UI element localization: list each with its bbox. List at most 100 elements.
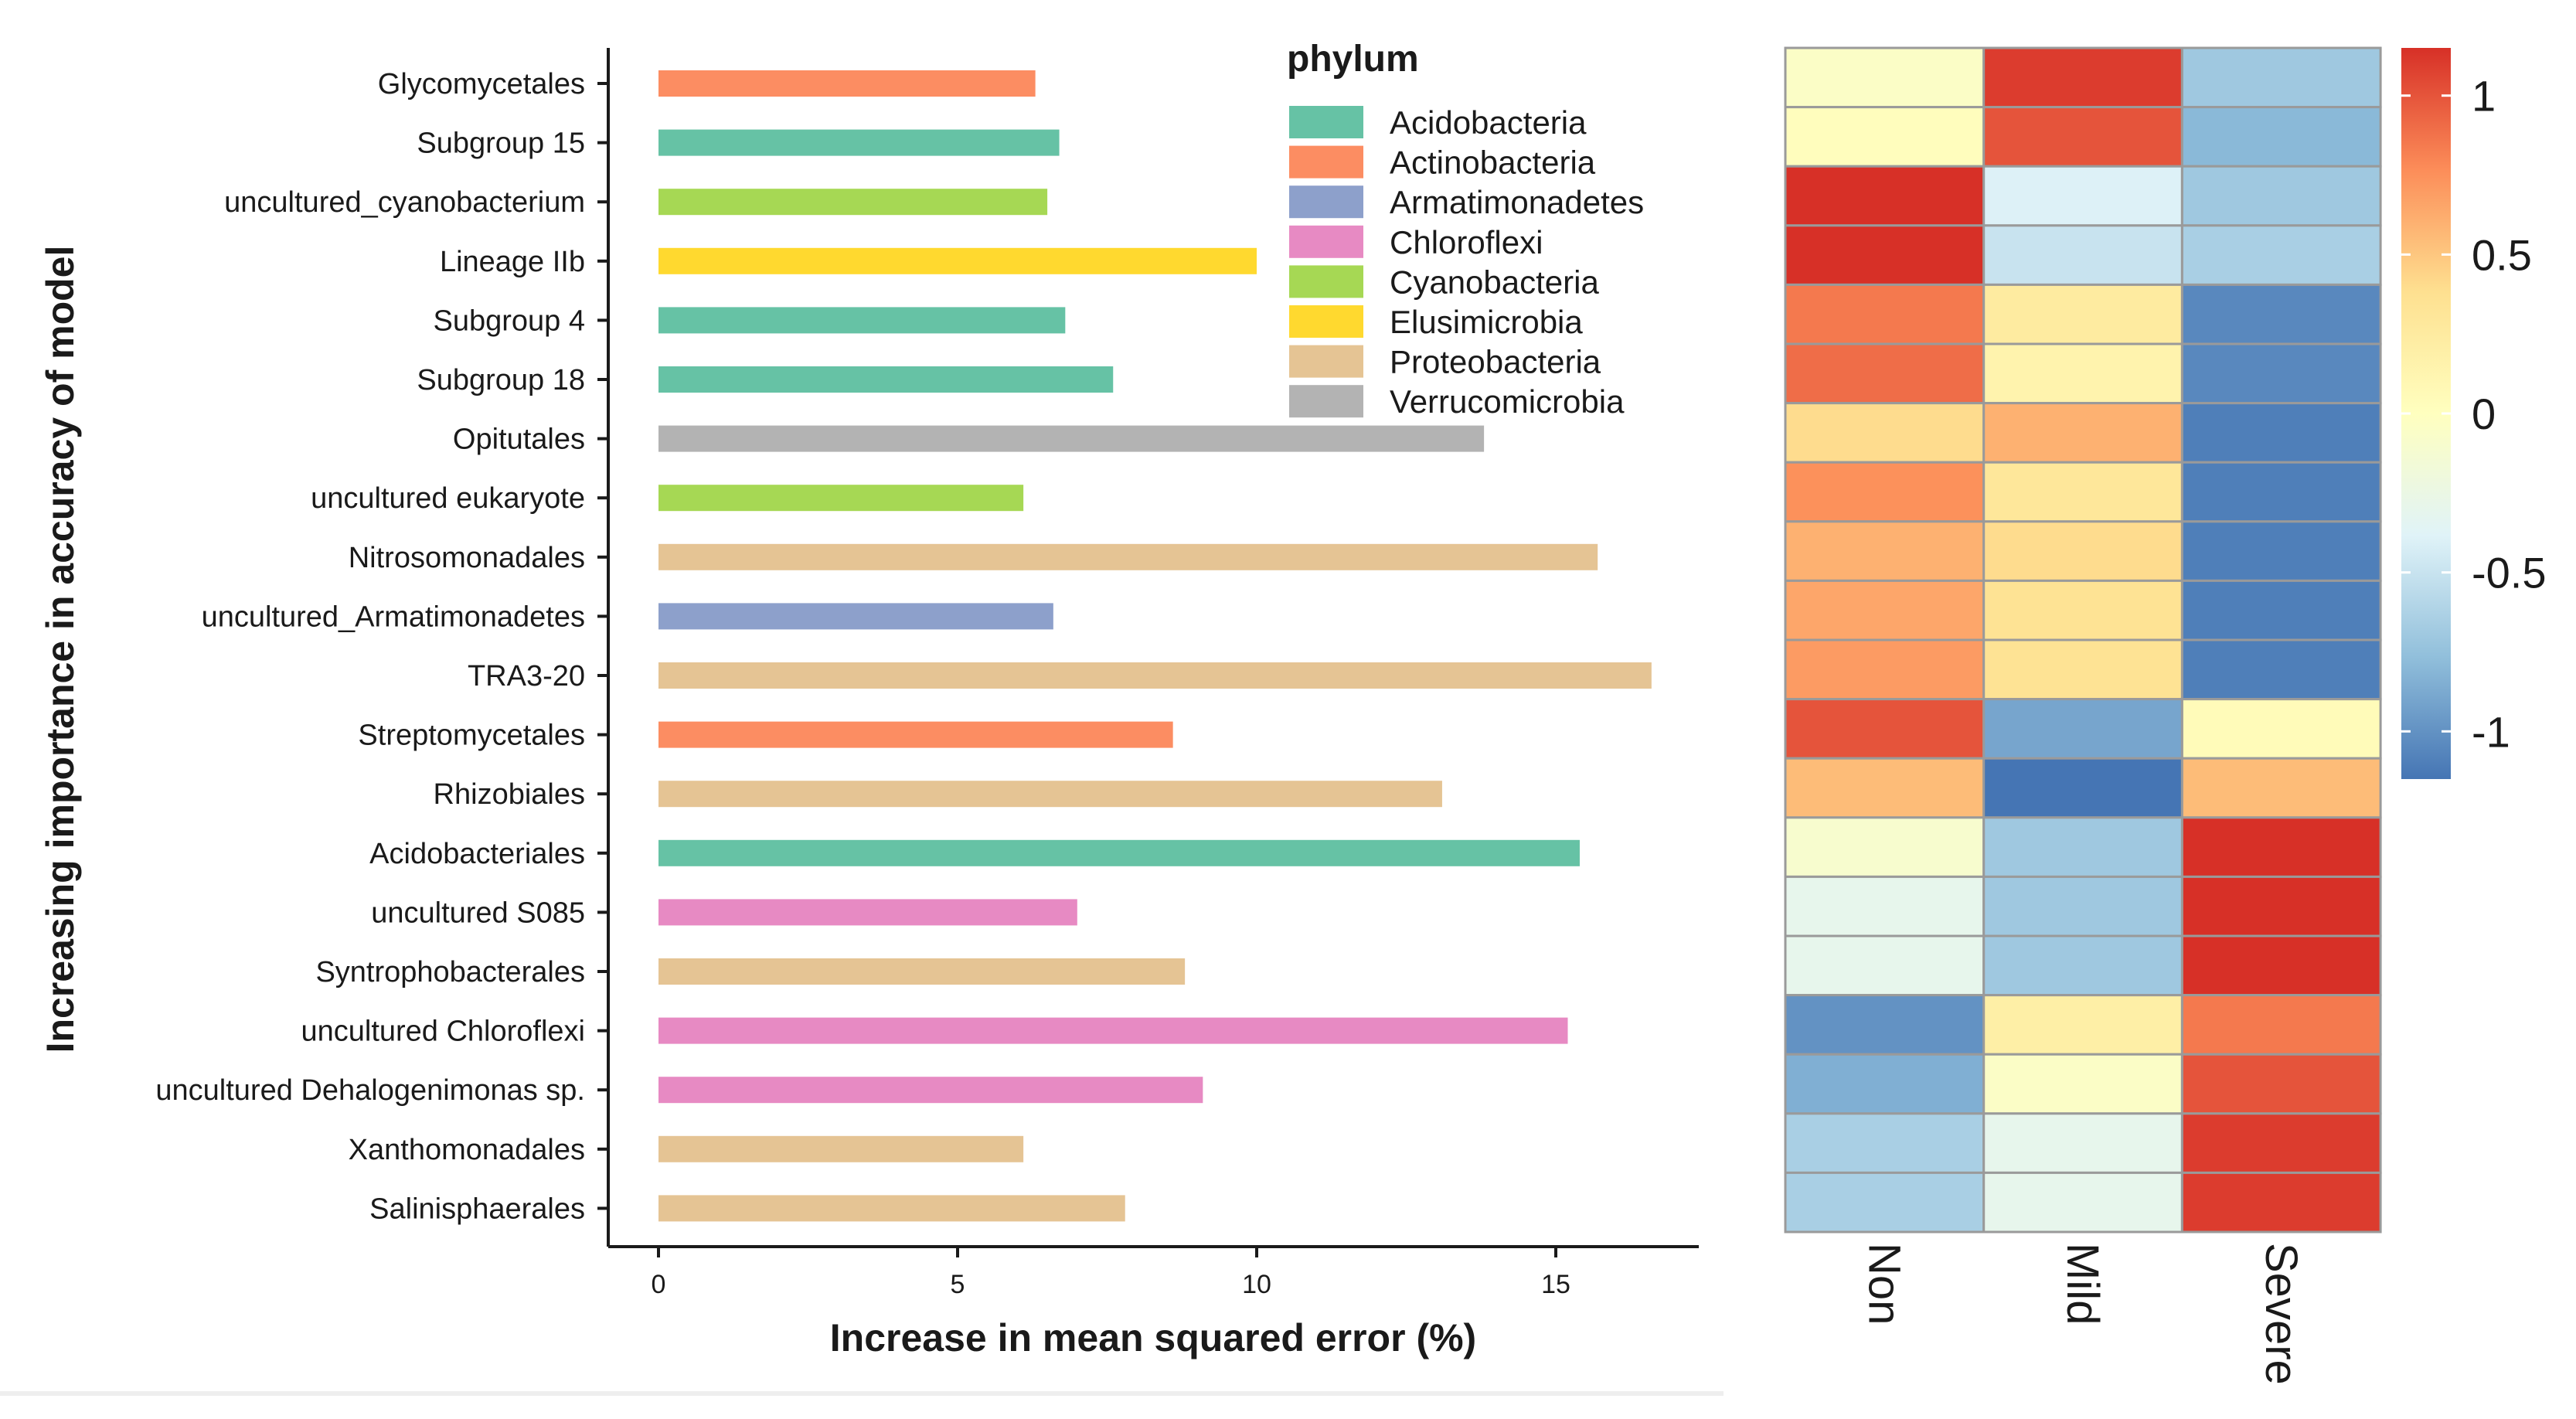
bar-17 <box>658 1017 1568 1044</box>
bar-3 <box>658 189 1048 216</box>
heatmap-cell-13-severe <box>2180 757 2382 819</box>
heatmap-cell-4-non <box>1784 224 1986 286</box>
y-tick-label: Subgroup 4 <box>434 305 586 337</box>
bar-9 <box>658 543 1598 570</box>
x-tick-label: 5 <box>951 1270 965 1299</box>
legend-label: Proteobacteria <box>1390 344 1601 380</box>
y-tick-label: Nitrosomonadales <box>349 542 585 574</box>
bar-12 <box>658 721 1173 748</box>
y-tick-label: Lineage IIb <box>440 246 585 278</box>
heatmap-cell-14-severe <box>2180 816 2382 878</box>
y-tick-label: Xanthomonadales <box>349 1134 585 1166</box>
legend-swatch-8 <box>1289 385 1363 418</box>
heatmap-cell-4-severe <box>2180 224 2382 286</box>
heatmap-cell-5-mild <box>1982 283 2183 345</box>
heatmap-cell-19-non <box>1784 1112 1986 1174</box>
bar-18 <box>658 1077 1203 1104</box>
y-tick-label: Streptomycetales <box>358 720 585 752</box>
heatmap-cell-11-non <box>1784 638 1986 701</box>
y-tick-label: Glycomycetales <box>378 68 585 100</box>
heatmap-cell-14-mild <box>1982 816 2183 878</box>
y-axis-title: Increasing importance in accuracy of mod… <box>39 246 82 1053</box>
x-axis-title: Increase in mean squared error (%) <box>830 1316 1476 1359</box>
legend-swatch-4 <box>1289 225 1363 258</box>
heatmap-cell-2-mild <box>1982 106 2183 168</box>
heatmap-cell-18-non <box>1784 1053 1986 1115</box>
heatmap-cell-11-mild <box>1982 638 2183 701</box>
x-tick-label: 0 <box>652 1270 666 1299</box>
heatmap-cell-20-severe <box>2180 1171 2382 1234</box>
legend-label: Chloroflexi <box>1390 224 1543 260</box>
heatmap-cell-12-non <box>1784 698 1986 760</box>
legend-swatch-7 <box>1289 345 1363 378</box>
heatmap-cell-12-mild <box>1982 698 2183 760</box>
heatmap-cell-4-mild <box>1982 224 2183 286</box>
legend-swatch-3 <box>1289 185 1363 219</box>
heatmap-cell-11-severe <box>2180 638 2382 701</box>
bar-1 <box>658 70 1036 97</box>
x-tick-label: 10 <box>1242 1270 1271 1299</box>
heatmap-cell-10-severe <box>2180 579 2382 641</box>
heatmap-cell-13-mild <box>1982 757 2183 819</box>
heatmap-cell-3-mild <box>1982 165 2183 227</box>
heatmap-panel: Non Mild Severe <box>1784 46 2382 1385</box>
heatmap-cell-5-severe <box>2180 283 2382 345</box>
heatmap-cell-8-non <box>1784 461 1986 523</box>
y-tick-label: TRA3-20 <box>468 660 585 692</box>
y-tick-label: uncultured S085 <box>371 897 585 929</box>
bar-2 <box>658 129 1060 156</box>
heatmap-cell-9-severe <box>2180 520 2382 582</box>
bar-6 <box>658 366 1114 393</box>
colorbar-tick-label: -0.5 <box>2472 549 2547 597</box>
heatmap-cell-8-severe <box>2180 461 2382 523</box>
heatmap-cell-2-non <box>1784 106 1986 168</box>
bar-13 <box>658 781 1442 808</box>
heatmap-cell-17-mild <box>1982 994 2183 1056</box>
heatmap-cell-16-mild <box>1982 934 2183 997</box>
y-tick-label: Syntrophobacterales <box>315 956 585 989</box>
heatmap-cell-9-mild <box>1982 520 2183 582</box>
heatmap-cell-2-severe <box>2180 106 2382 168</box>
legend-swatch-2 <box>1289 145 1363 179</box>
heatmap-cell-6-severe <box>2180 342 2382 405</box>
heatmap-cell-17-non <box>1784 994 1986 1056</box>
heatmap-column-label: Non <box>1859 1243 1909 1325</box>
heatmap-cell-18-mild <box>1982 1053 2183 1115</box>
phylum-legend: phylum Acidobacteria ActinobacteriaArmatim… <box>1287 39 1644 420</box>
y-tick-label: uncultured_Armatimonadetes <box>202 601 585 633</box>
y-tick-label: Opitutales <box>453 424 585 456</box>
heatmap-cell-20-mild <box>1982 1171 2183 1234</box>
heatmap-cell-7-non <box>1784 402 1986 464</box>
y-tick-label: Rhizobiales <box>434 778 585 811</box>
colorbar-tick-label: 0.5 <box>2472 230 2532 279</box>
heatmap-cell-15-non <box>1784 875 1986 937</box>
heatmap-cell-10-mild <box>1982 579 2183 641</box>
bar-14 <box>658 839 1580 866</box>
y-tick-label: Subgroup 15 <box>417 128 585 160</box>
colorbar-tick-label: 0 <box>2472 390 2496 438</box>
heatmap-cell-6-mild <box>1982 342 2183 405</box>
legend-swatch-5 <box>1289 265 1363 298</box>
heatmap-cell-15-mild <box>1982 875 2183 937</box>
heatmap-cell-20-non <box>1784 1171 1986 1234</box>
x-tick-label: 15 <box>1541 1270 1570 1299</box>
heatmap-cell-9-non <box>1784 520 1986 582</box>
legend-swatch-1 <box>1289 106 1363 138</box>
legend-label: Acidobacteria <box>1390 104 1587 141</box>
colorbar: 1 0.5 0 -0.5 -1 <box>2401 48 2547 779</box>
heatmap-cell-14-non <box>1784 816 1986 878</box>
bar-19 <box>658 1135 1024 1162</box>
heatmap-cell-1-mild <box>1982 46 2183 109</box>
heatmap-cell-1-severe <box>2180 46 2382 109</box>
heatmap-cell-19-severe <box>2180 1112 2382 1174</box>
bar-20 <box>658 1195 1125 1222</box>
heatmap-cell-15-severe <box>2180 875 2382 937</box>
heatmap-cell-10-non <box>1784 579 1986 641</box>
heatmap-cell-16-severe <box>2180 934 2382 997</box>
legend-label: Actinobacteria <box>1390 145 1596 181</box>
bar-11 <box>658 662 1652 689</box>
heatmap-cell-7-severe <box>2180 402 2382 464</box>
heatmap-cell-5-non <box>1784 283 1986 345</box>
legend-title: phylum <box>1287 39 1419 80</box>
